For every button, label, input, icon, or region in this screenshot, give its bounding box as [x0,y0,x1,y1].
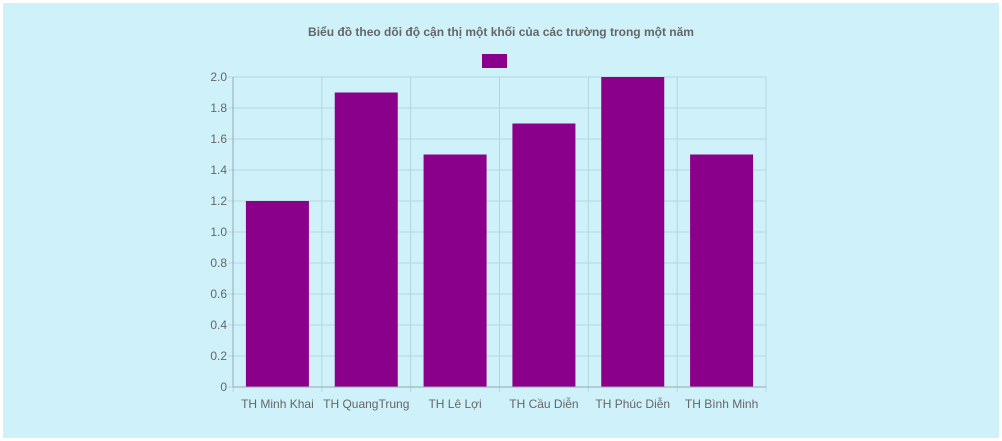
y-tick-label: 1.2 [210,194,227,208]
x-tick-label: TH Bình Minh [685,397,758,411]
y-tick-label: 1.0 [210,225,227,239]
y-tick-label: 0.6 [210,287,227,301]
chart-title: Biểu đồ theo dõi độ cận thị một khối của… [308,25,694,39]
chart-panel [3,3,999,438]
bar[interactable] [690,154,754,388]
y-tick-label: 0.4 [210,318,227,332]
y-tick-label: 1.6 [210,132,227,146]
y-tick-label: 0.8 [210,256,227,270]
bar[interactable] [245,201,309,387]
x-tick-label: TH Minh Khai [241,397,314,411]
y-tick-label: 0.2 [210,349,227,363]
x-tick-label: TH Lê Lợi [428,397,481,411]
grid-lines [228,76,767,392]
y-axis-ticks: 0 0.2 0.4 0.6 0.8 1.0 1.2 1.4 1.6 1.8 2.0 [210,70,227,394]
x-axis-ticks: TH Minh Khai TH QuangTrung TH Lê Lợi TH Cầu… [241,396,758,411]
x-tick-label: TH Phúc Diễn [595,396,670,411]
x-tick-label: TH Cầu Diễn [509,396,578,411]
bar[interactable] [512,123,576,388]
y-tick-label: 2.0 [210,70,227,84]
y-tick-label: 1.4 [210,163,227,177]
bar[interactable] [601,77,665,387]
bar[interactable] [423,154,487,388]
bar[interactable] [334,92,398,388]
x-tick-label: TH QuangTrung [323,397,409,411]
bars [245,77,754,388]
legend-swatch[interactable] [482,54,507,68]
y-tick-label: 0 [220,380,227,394]
y-tick-label: 1.8 [210,101,227,115]
